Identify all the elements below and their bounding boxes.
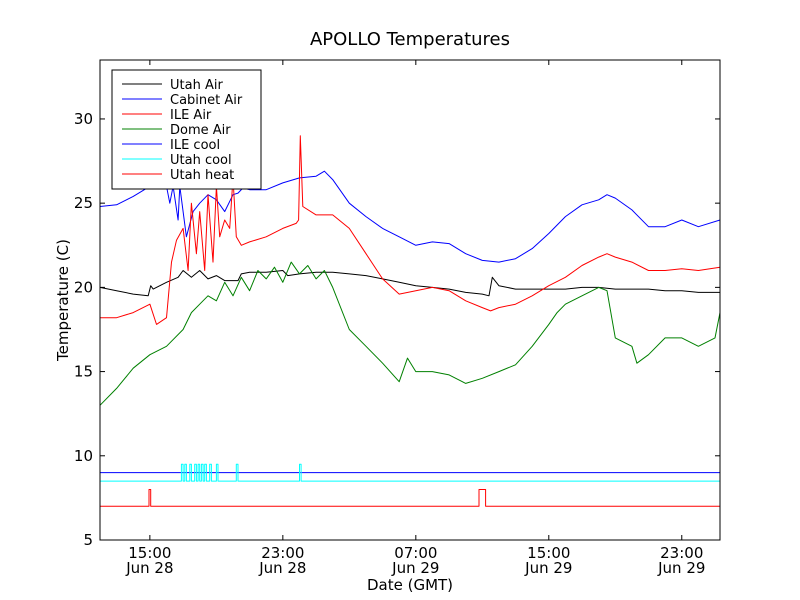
series-line-ile-air — [100, 135, 721, 325]
series-line-cabinet-air — [99, 170, 721, 263]
series-line-utah-cool — [100, 463, 720, 482]
x-tick-label-time: 15:00 — [527, 544, 570, 562]
x-tick-label-date: Jun 28 — [125, 559, 173, 577]
x-tick-label-date: Jun 29 — [657, 559, 705, 577]
legend-label: Cabinet Air — [170, 93, 243, 108]
x-tick-label-date: Jun 29 — [391, 559, 439, 577]
legend-label: ILE Air — [170, 108, 212, 123]
legend-label: ILE cool — [170, 138, 220, 153]
chart-title: APOLLO Temperatures — [310, 29, 510, 50]
x-tick-label-time: 15:00 — [128, 544, 171, 562]
legend-label: Utah heat — [170, 168, 234, 183]
y-tick-label: 30 — [74, 110, 93, 128]
series-line-utah-heat — [100, 489, 720, 507]
series-line-dome-air — [99, 261, 721, 406]
legend-label: Utah Air — [170, 78, 223, 93]
legend-label: Utah cool — [170, 153, 232, 168]
x-tick-label-time: 23:00 — [660, 544, 703, 562]
plot-frame — [99, 59, 721, 541]
series-line-utah-air — [99, 270, 720, 297]
x-tick-label-time: 23:00 — [261, 544, 304, 562]
x-tick-label-time: 07:00 — [394, 544, 437, 562]
y-tick-label: 25 — [74, 194, 93, 212]
x-axis-label: Date (GMT) — [367, 576, 453, 594]
y-axis-label: Temperature (C) — [54, 239, 72, 362]
series-layer — [99, 135, 721, 507]
y-tick-label: 10 — [74, 447, 93, 465]
y-tick-label: 20 — [74, 278, 93, 296]
x-tick-label-date: Jun 29 — [524, 559, 572, 577]
legend-label: Dome Air — [170, 123, 231, 138]
y-tick-label: 5 — [83, 531, 93, 549]
x-tick-label-date: Jun 28 — [258, 559, 306, 577]
y-tick-label: 15 — [74, 363, 93, 381]
